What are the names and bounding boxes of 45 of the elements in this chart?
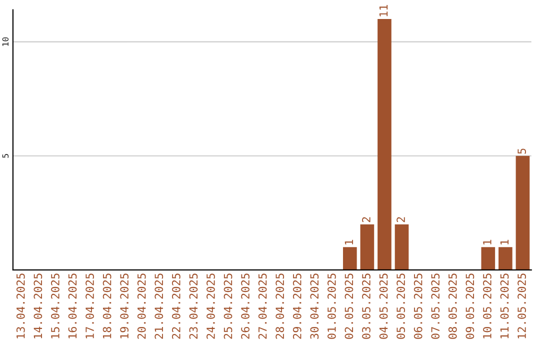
- data-label: 1: [344, 240, 354, 244]
- data-label: 2: [396, 217, 405, 222]
- x-tick-label: 13.04.2025: [16, 274, 25, 338]
- x-tick-label: 25.04.2025: [224, 274, 232, 339]
- x-tick-label: 04.05.2025: [379, 274, 388, 339]
- x-tick-label: 17.04.2025: [86, 274, 94, 338]
- bar: [360, 224, 374, 270]
- x-tick-label: 07.05.2025: [431, 274, 440, 339]
- x-tick-label: 29.04.2025: [292, 274, 302, 339]
- bar: [498, 247, 512, 270]
- x-tick-label: 14.04.2025: [34, 274, 42, 338]
- bar: [343, 247, 357, 270]
- x-tick-label: 21.04.2025: [154, 274, 164, 339]
- x-tick-label: 26.04.2025: [241, 274, 250, 339]
- x-tick-label: 19.04.2025: [120, 274, 129, 338]
- bar: [516, 156, 530, 270]
- x-tick-label: 15.04.2025: [51, 274, 60, 338]
- x-tick-label: 20.04.2025: [137, 274, 146, 339]
- x-tick-label: 23.04.2025: [189, 274, 198, 339]
- x-tick-label: 24.04.2025: [206, 274, 215, 339]
- x-tick-label: 30.04.2025: [310, 274, 319, 339]
- x-tick-label: 28.04.2025: [276, 274, 284, 339]
- x-tick-label: 10.05.2025: [483, 274, 492, 338]
- x-tick-label: 18.04.2025: [102, 274, 112, 338]
- data-label: 5: [518, 148, 526, 154]
- data-label: 11: [379, 4, 388, 16]
- x-tick-label: 09.05.2025: [466, 274, 474, 339]
- x-tick-label: 05.05.2025: [396, 274, 406, 339]
- x-tick-label: 03.05.2025: [362, 274, 370, 339]
- bar: [394, 224, 409, 270]
- x-tick-label: 16.04.2025: [68, 274, 77, 338]
- data-label: 1: [500, 240, 509, 244]
- data-label: 2: [362, 217, 370, 222]
- x-tick-label: 11.05.2025: [500, 274, 509, 338]
- x-tick-label: 06.05.2025: [414, 274, 422, 339]
- x-tick-label: 02.05.2025: [344, 274, 354, 339]
- x-tick-label: 27.04.2025: [258, 274, 267, 339]
- x-tick-label: 08.05.2025: [448, 274, 457, 339]
- x-tick-label: 22.04.2025: [172, 274, 180, 339]
- x-tick-label: 12.05.2025: [518, 274, 526, 338]
- y-tick-label: 10: [2, 37, 9, 46]
- data-label: 1: [483, 240, 492, 244]
- bar: [481, 247, 496, 270]
- x-tick-label: 01.05.2025: [327, 274, 336, 339]
- bar: [378, 18, 392, 270]
